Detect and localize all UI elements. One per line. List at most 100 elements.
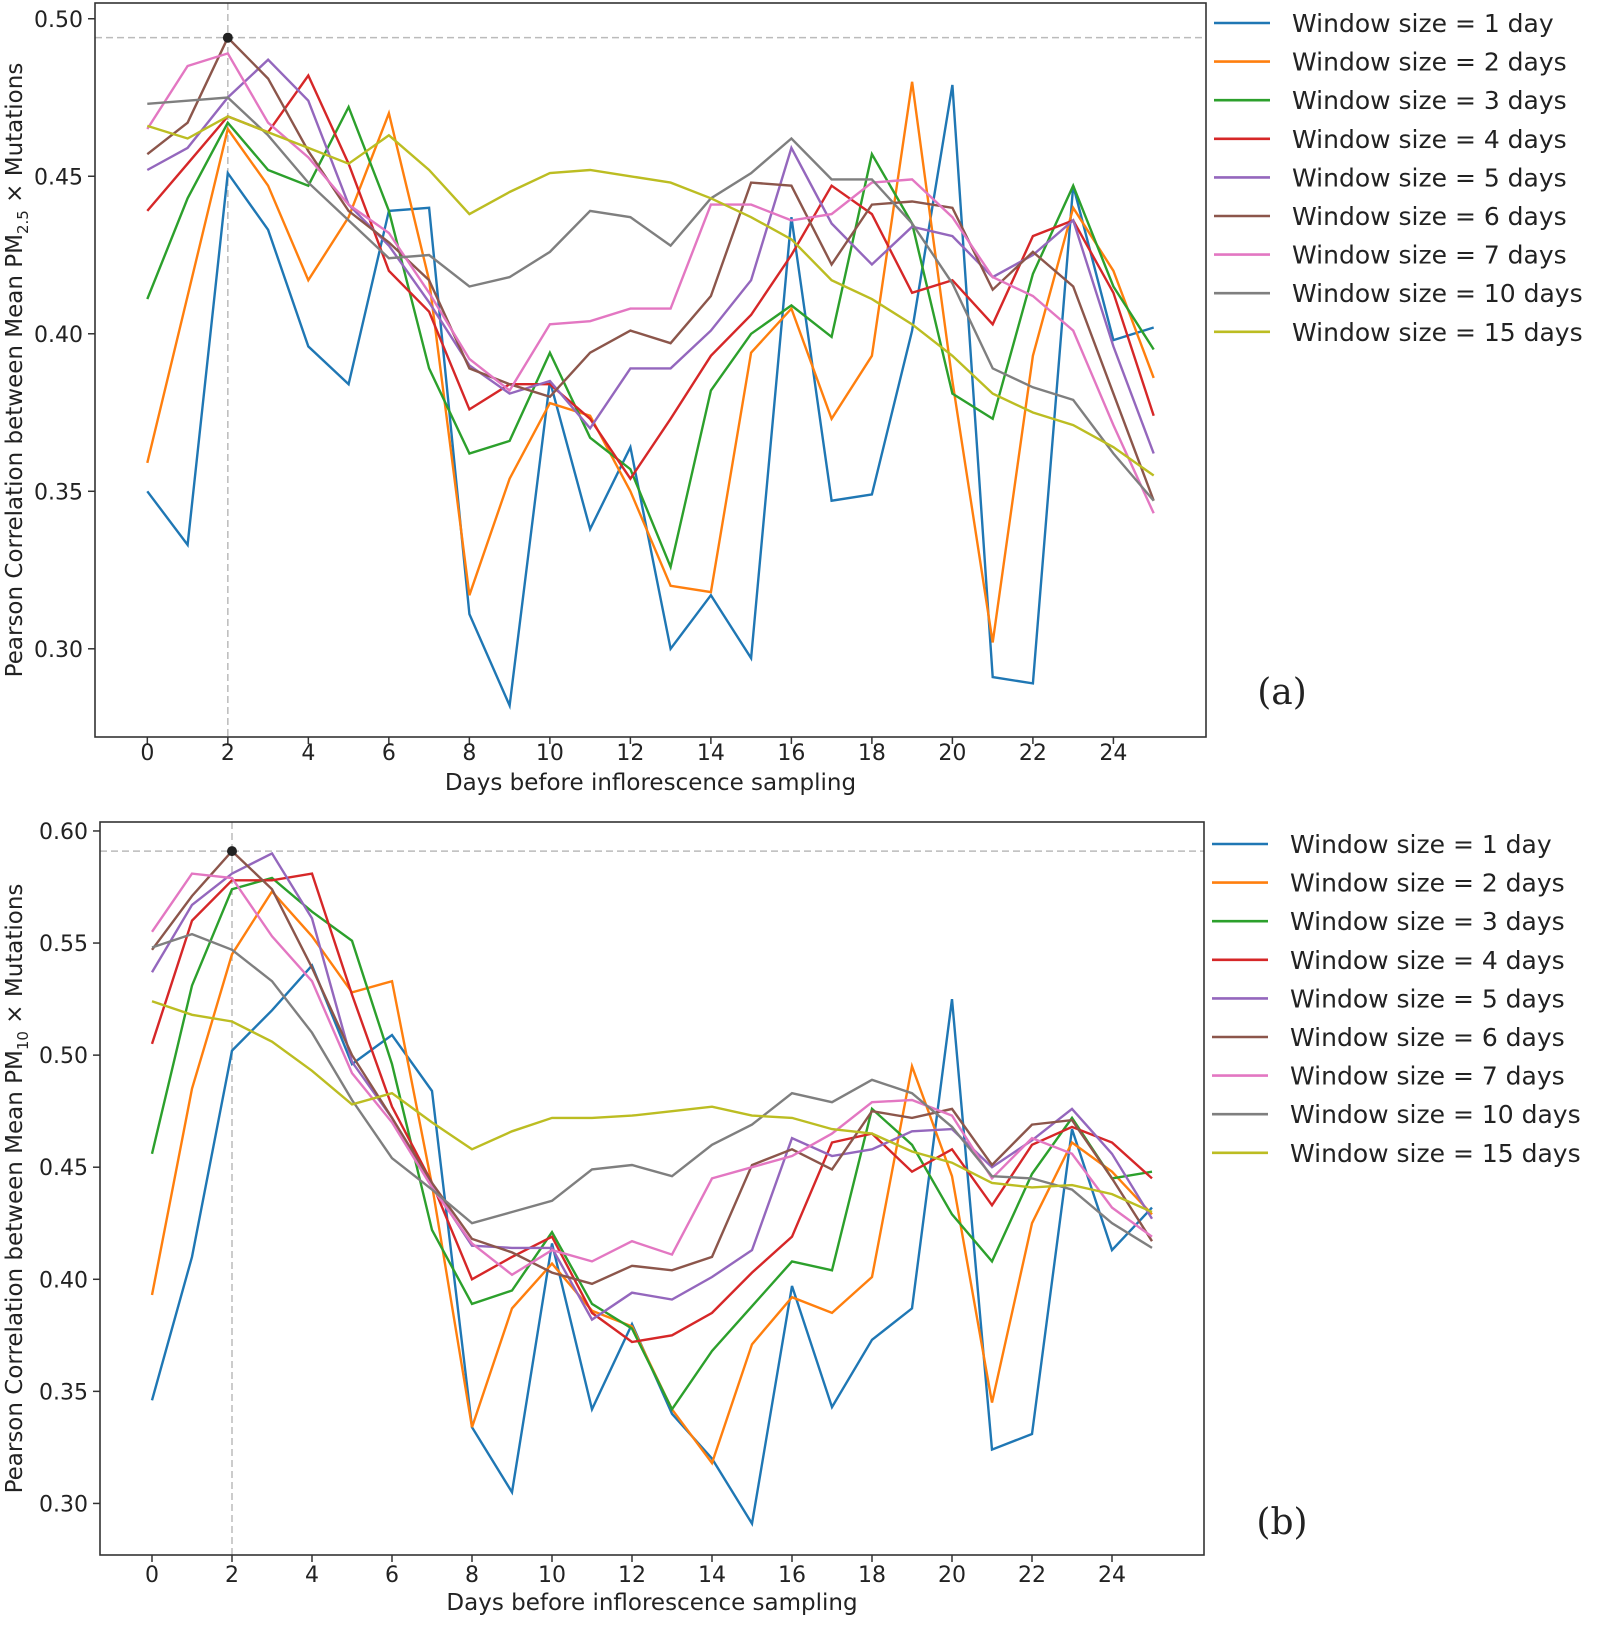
legend-label: Window size = 3 days [1292, 86, 1567, 115]
y-tick-label: 0.55 [39, 932, 88, 957]
x-tick-label: 0 [140, 741, 154, 766]
x-tick-label: 6 [385, 1563, 399, 1588]
y-tick-label: 0.45 [34, 165, 83, 190]
legend-label: Window size = 6 days [1290, 1023, 1565, 1052]
y-axis-label: Pearson Correlation between Mean PM10 × … [2, 884, 32, 1494]
panel-label: (a) [1257, 672, 1307, 713]
legend-label: Window size = 4 days [1290, 946, 1565, 975]
legend-label: Window size = 10 days [1290, 1100, 1581, 1129]
x-axis-label: Days before inflorescence sampling [446, 1590, 857, 1616]
y-tick-label: 0.30 [34, 638, 83, 663]
y-tick-label: 0.35 [39, 1380, 88, 1405]
y-tick-label: 0.40 [34, 323, 83, 348]
legend-label: Window size = 1 day [1292, 9, 1554, 38]
x-tick-label: 6 [382, 741, 396, 766]
plot-frame [99, 821, 1205, 1556]
x-tick-label: 2 [221, 741, 235, 766]
x-tick-label: 22 [1018, 1563, 1046, 1588]
y-tick-label: 0.60 [39, 820, 88, 845]
legend-label: Window size = 15 days [1290, 1139, 1581, 1168]
x-tick-label: 22 [1019, 741, 1047, 766]
x-tick-label: 24 [1099, 741, 1127, 766]
series-line-3d [150, 876, 1153, 1412]
x-tick-label: 12 [618, 1563, 646, 1588]
x-axis-label: Days before inflorescence sampling [445, 770, 856, 796]
series-line-3d [146, 104, 1155, 571]
legend-label: Window size = 1 day [1290, 830, 1552, 859]
chart-panel-a: 0 2 4 6 8 10 12 14 16 18 20 22 240.300.350.400.450.5… [2, 2, 1583, 796]
legend-item: Window size = 10 days [1212, 1100, 1581, 1129]
x-tick-label: 14 [698, 1563, 726, 1588]
x-tick-label: 12 [616, 741, 644, 766]
legend: Window size = 1 day Window size = 2 days W… [1214, 9, 1583, 347]
max-point-marker [227, 846, 237, 857]
x-tick-label: 20 [938, 1563, 966, 1588]
series-line-1d [150, 963, 1153, 1527]
y-tick-label: 0.35 [34, 480, 83, 505]
x-tick-label: 18 [858, 741, 886, 766]
x-tick-label: 14 [697, 741, 725, 766]
x-tick-label: 10 [538, 1563, 566, 1588]
legend-label: Window size = 2 days [1292, 48, 1567, 77]
legend-label: Window size = 3 days [1290, 907, 1565, 936]
legend-item: Window size = 7 days [1212, 1062, 1565, 1091]
legend-label: Window size = 7 days [1290, 1062, 1565, 1091]
series-line-4d [146, 73, 1155, 481]
legend-item: Window size = 15 days [1214, 318, 1583, 347]
legend-item: Window size = 3 days [1214, 86, 1567, 115]
legend-item: Window size = 4 days [1212, 946, 1565, 975]
series-line-10d [147, 96, 1155, 502]
x-tick-label: 8 [462, 741, 476, 766]
legend: Window size = 1 day Window size = 2 days W… [1212, 830, 1581, 1168]
x-tick-label: 16 [777, 741, 805, 766]
legend-item: Window size = 1 day [1214, 9, 1554, 38]
panel-label: (b) [1256, 1502, 1307, 1543]
series-line-6d [146, 35, 1155, 502]
legend-item: Window size = 6 days [1214, 202, 1567, 231]
legend-item: Window size = 2 days [1214, 48, 1567, 77]
x-tick-label: 16 [778, 1563, 806, 1588]
series-line-1d [146, 84, 1155, 710]
series-line-5d [146, 58, 1155, 454]
x-tick-label: 2 [225, 1563, 239, 1588]
y-tick-label: 0.50 [34, 8, 83, 33]
x-tick-label: 8 [465, 1563, 479, 1588]
series-line-4d [150, 872, 1153, 1344]
legend-item: Window size = 3 days [1212, 907, 1565, 936]
x-tick-label: 18 [858, 1563, 886, 1588]
legend-item: Window size = 6 days [1212, 1023, 1565, 1052]
legend-label: Window size = 15 days [1292, 318, 1583, 347]
legend-item: Window size = 1 day [1212, 830, 1552, 859]
y-tick-label: 0.30 [39, 1492, 88, 1517]
legend-label: Window size = 5 days [1292, 163, 1567, 192]
plot-frame [94, 2, 1207, 738]
series-line-2d [146, 81, 1155, 643]
legend-item: Window size = 2 days [1212, 869, 1565, 898]
legend-label: Window size = 10 days [1292, 279, 1583, 308]
legend-item: Window size = 5 days [1214, 163, 1567, 192]
legend-item: Window size = 4 days [1214, 125, 1567, 154]
legend-label: Window size = 6 days [1292, 202, 1567, 231]
x-tick-label: 24 [1098, 1563, 1126, 1588]
series-line-7d [146, 51, 1155, 514]
legend-item: Window size = 10 days [1214, 279, 1583, 308]
legend-label: Window size = 5 days [1290, 984, 1565, 1013]
legend-item: Window size = 7 days [1214, 241, 1567, 270]
legend-label: Window size = 4 days [1292, 125, 1567, 154]
series-line-7d [151, 872, 1153, 1277]
max-point-marker [222, 32, 233, 43]
x-tick-label: 4 [305, 1563, 319, 1588]
x-tick-label: 20 [938, 741, 966, 766]
series-line-5d [150, 851, 1154, 1322]
x-tick-label: 4 [301, 741, 315, 766]
chart-panel-b: 0 2 4 6 8 10 12 14 16 18 20 22 240.300.350.400.450.5… [2, 820, 1581, 1616]
legend-label: Window size = 7 days [1292, 241, 1567, 270]
x-tick-label: 10 [536, 741, 564, 766]
y-tick-label: 0.45 [39, 1156, 88, 1181]
series-line-10d [151, 932, 1153, 1249]
legend-item: Window size = 15 days [1212, 1139, 1581, 1168]
legend-label: Window size = 2 days [1290, 869, 1565, 898]
series-line-6d [151, 849, 1154, 1286]
x-tick-label: 0 [145, 1563, 159, 1588]
